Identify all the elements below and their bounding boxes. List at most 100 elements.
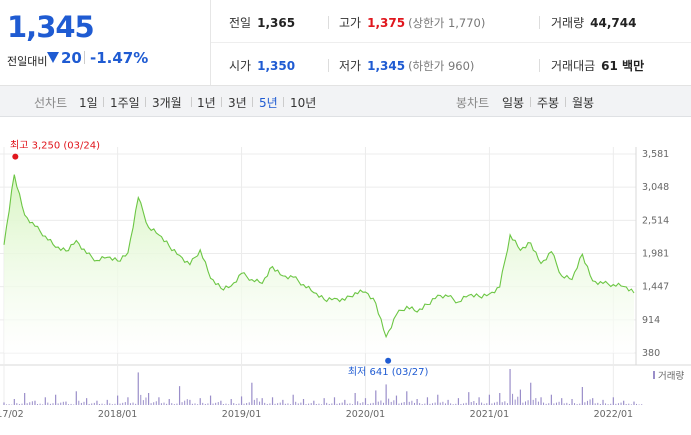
- period-tab-3y[interactable]: 3년: [228, 96, 247, 110]
- volume-bar: [494, 402, 496, 405]
- volume-bar: [602, 399, 604, 405]
- volume-bar: [246, 403, 248, 405]
- volume-bar: [282, 399, 284, 405]
- volume-bar: [630, 404, 632, 405]
- volume-bar: [370, 403, 372, 405]
- volume-bar: [367, 403, 369, 405]
- volume-bar: [488, 394, 491, 405]
- volume-bar: [181, 402, 183, 405]
- volume-bar: [563, 403, 565, 405]
- volume-bar: [447, 399, 449, 405]
- volume-bar: [517, 396, 519, 405]
- candle-tab-monthly[interactable]: 월봉: [572, 96, 595, 110]
- volume-bar: [230, 399, 232, 405]
- volume-bar: [101, 403, 103, 405]
- volume-bar: [419, 403, 421, 405]
- period-tab-1w[interactable]: 1주일: [110, 96, 140, 110]
- volume-bar: [553, 403, 555, 405]
- volume-bar: [297, 403, 299, 405]
- volume-bar: [362, 402, 364, 405]
- volume-bar: [380, 400, 382, 405]
- volume-bar: [42, 404, 44, 405]
- volume-bar: [153, 402, 155, 405]
- price-area-fill: [4, 174, 634, 353]
- volume-bar: [607, 404, 609, 405]
- volume-bar: [504, 401, 506, 405]
- volume-bar: [457, 398, 460, 405]
- volume-bar: [287, 403, 289, 405]
- volume-bar: [612, 397, 614, 405]
- volume-bar: [31, 401, 33, 405]
- volume-bar: [168, 399, 170, 405]
- volume-bar: [359, 403, 361, 405]
- y-tick-label: 3,581: [642, 149, 669, 160]
- candle-tab-weekly[interactable]: 주봉: [537, 96, 560, 110]
- candle-tab-daily[interactable]: 일봉: [502, 96, 525, 110]
- volume-bar: [39, 403, 41, 405]
- volume-bar: [271, 397, 274, 405]
- volume-bar: [401, 402, 403, 405]
- volume-bar: [18, 404, 20, 405]
- divider: [283, 97, 284, 107]
- volume-bar: [439, 402, 441, 405]
- open-value: 1,350: [257, 59, 296, 73]
- volume-bar: [483, 403, 485, 405]
- volume-bar: [638, 404, 640, 405]
- volume-bar: [184, 400, 186, 405]
- volume-bar: [566, 402, 568, 405]
- volume-bar: [597, 402, 599, 405]
- volume-bar: [178, 386, 181, 405]
- volume-bar: [584, 402, 586, 405]
- divider: [84, 51, 85, 64]
- volume-bar: [129, 403, 131, 405]
- volume-bar: [127, 397, 129, 405]
- volume-bar: [522, 402, 524, 405]
- volume-bar: [545, 403, 547, 405]
- volume-bar: [52, 403, 54, 405]
- volume-bar: [509, 369, 511, 405]
- divider: [328, 59, 329, 72]
- period-tab-5y[interactable]: 5년: [259, 96, 278, 110]
- period-tab-1y[interactable]: 1년: [197, 96, 216, 110]
- volume-bar: [83, 401, 85, 405]
- x-tick-label: 2022/01: [594, 409, 633, 420]
- volume-bar: [486, 403, 488, 405]
- volume-bar: [586, 400, 588, 405]
- max-label: 최고 3,250 (03/24): [10, 140, 100, 152]
- volume-bar: [171, 403, 173, 405]
- period-tab-1d[interactable]: 1일: [79, 96, 98, 110]
- volume-bar: [377, 401, 379, 405]
- down-triangle-icon: [47, 52, 59, 63]
- volume-bar: [114, 403, 116, 405]
- volume-bar: [8, 404, 10, 405]
- volume-bar: [473, 401, 475, 405]
- volume-bar: [240, 396, 243, 405]
- volume-bar: [537, 401, 539, 405]
- price-line: [3, 174, 635, 339]
- volume-bar: [434, 402, 436, 405]
- open-label: 시가: [229, 59, 252, 73]
- period-tab-10y[interactable]: 10년: [290, 96, 317, 110]
- line-chart-label: 선차트: [34, 96, 68, 110]
- period-tab-3m[interactable]: 3개월: [152, 96, 182, 110]
- volume-bar: [253, 399, 255, 405]
- volume-bar: [60, 402, 62, 405]
- volume-bar: [295, 401, 297, 405]
- x-tick-label: 2021/01: [470, 409, 509, 420]
- volume-bar: [323, 398, 325, 405]
- volume-bar: [21, 403, 23, 405]
- amount-cell: 거래대금 61 백만: [551, 57, 644, 74]
- volume-bar: [615, 403, 617, 405]
- volume-bar: [605, 403, 607, 405]
- volume-bar: [176, 403, 178, 405]
- volume-bar: [305, 404, 307, 405]
- volume-bar: [300, 402, 302, 405]
- high-cell: 고가 1,375 (상한가 1,770): [339, 14, 485, 31]
- min-label: 최저 641 (03/27): [348, 366, 429, 378]
- divider: [539, 16, 540, 29]
- volume-legend-icon: [653, 371, 655, 379]
- volume-bar: [346, 403, 348, 405]
- volume-bar: [91, 403, 93, 405]
- volume-bar: [514, 399, 516, 405]
- volume-bar: [398, 403, 400, 405]
